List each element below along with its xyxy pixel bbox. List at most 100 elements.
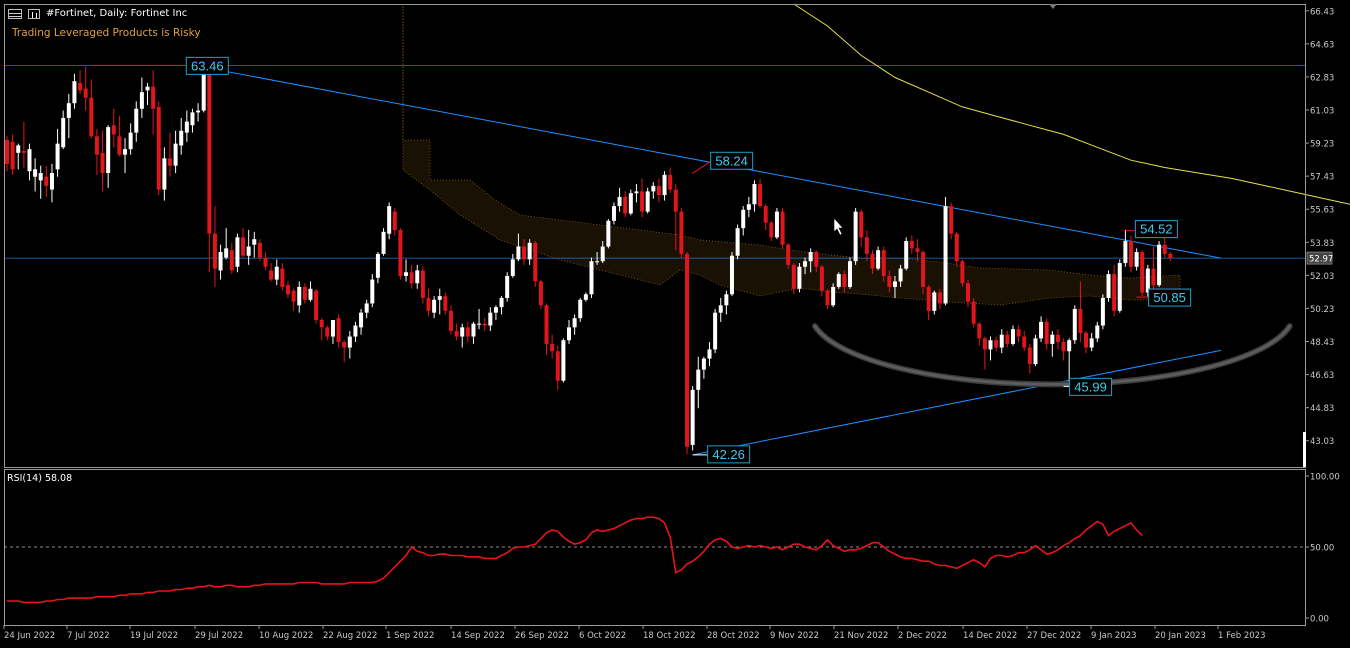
candle-body [460, 327, 465, 337]
candlesticks[interactable] [5, 66, 1173, 455]
candle-body [420, 270, 425, 298]
candle-body [769, 222, 774, 238]
candle-body [887, 275, 892, 287]
x-tick-label: 2 Dec 2022 [898, 631, 947, 641]
candle-body [544, 305, 549, 344]
candle-body [1084, 332, 1089, 348]
candle-body [342, 342, 347, 348]
candle-body [864, 237, 869, 254]
candle-body [718, 305, 723, 313]
candle-body [33, 169, 38, 177]
candle-body [752, 184, 757, 205]
candle-body [724, 294, 729, 306]
candle-body [696, 369, 701, 390]
candle-body [853, 211, 858, 262]
current-price-label: 52.97 [1309, 255, 1333, 265]
candle-body [1157, 244, 1162, 286]
candle-body [1067, 340, 1072, 352]
candle-body [162, 158, 167, 190]
x-tick-label: 1 Feb 2023 [1218, 631, 1266, 641]
candle-body [482, 323, 487, 326]
candle-body [921, 252, 926, 287]
candle-body [1044, 321, 1049, 344]
candle-body [404, 272, 409, 276]
annotation-box [1148, 288, 1192, 307]
candle-body [994, 340, 999, 348]
candle-body [235, 237, 240, 267]
moving-average [793, 3, 1350, 205]
candle-body [1089, 338, 1094, 348]
candle-body [44, 176, 49, 186]
candle-body [943, 206, 948, 304]
x-tick-label: 1 Sep 2022 [386, 631, 434, 641]
candle-body [27, 149, 32, 172]
candle-body [656, 185, 661, 196]
candle-body [10, 141, 15, 170]
candle-body [1055, 334, 1060, 343]
candle-body [1061, 342, 1066, 352]
candle-body [72, 81, 77, 104]
candle-body [353, 325, 358, 337]
current-price-box [1306, 251, 1333, 265]
annotation-leader [692, 160, 711, 174]
candle-body [825, 290, 830, 306]
candle-body [1134, 252, 1139, 267]
candle-body [212, 233, 217, 269]
candle-body [1162, 244, 1167, 254]
annotation-box [707, 445, 751, 464]
candle-body [145, 86, 150, 91]
candle-body [611, 206, 616, 221]
ma-line [793, 3, 1350, 205]
ichimoku-cloud [402, 4, 1181, 306]
candle-body [583, 294, 588, 300]
candle-body [167, 158, 172, 166]
candle-body [100, 152, 105, 174]
candle-body [819, 266, 824, 291]
price-tick-label: 46.63 [1310, 371, 1334, 381]
x-tick-label: 21 Nov 2022 [834, 631, 888, 641]
candle-body [1140, 252, 1145, 293]
candle-body [207, 73, 212, 234]
chart-type-icon[interactable] [8, 8, 22, 19]
candle-body [426, 297, 431, 311]
rsi-tick-label: 100.00 [1310, 473, 1340, 483]
candle-body [550, 343, 555, 352]
candle-body [572, 318, 577, 328]
candle-body [533, 242, 538, 282]
candle-body [527, 242, 532, 260]
price-tick-label: 59.23 [1310, 140, 1334, 150]
candle-body [1106, 274, 1111, 298]
candle-body [1145, 268, 1150, 293]
candle-body [359, 312, 364, 328]
candle-body [673, 189, 678, 212]
candle-body [848, 261, 852, 287]
price-tick-label: 44.83 [1310, 404, 1334, 414]
x-tick-label: 7 Jul 2022 [67, 631, 110, 641]
candle-body [555, 351, 560, 381]
candles-icon[interactable] [28, 8, 40, 19]
candle-body [66, 103, 71, 118]
candle-body [1010, 329, 1015, 344]
candle-body [1095, 325, 1100, 339]
chart-header: #Fortinet, Daily: Fortinet Inc [8, 8, 187, 19]
candle-body [246, 246, 251, 256]
candle-body [38, 173, 43, 181]
candle-body [409, 272, 414, 284]
candle-body [319, 320, 324, 328]
candle-body [797, 266, 802, 289]
candle-body [763, 206, 768, 223]
candle-body [966, 283, 971, 302]
candle-body [347, 336, 352, 348]
candle-body [999, 334, 1004, 348]
candle-body [505, 275, 510, 298]
price-tick-label: 66.43 [1310, 7, 1334, 17]
candle-body [1016, 329, 1021, 337]
candle-body [876, 250, 881, 269]
annotation-label: 58.24 [715, 153, 748, 168]
x-tick-label: 14 Sep 2022 [451, 631, 505, 641]
candle-body [286, 285, 290, 295]
candle-body [954, 233, 959, 262]
candle-body [634, 191, 639, 194]
candle-body [398, 229, 403, 276]
